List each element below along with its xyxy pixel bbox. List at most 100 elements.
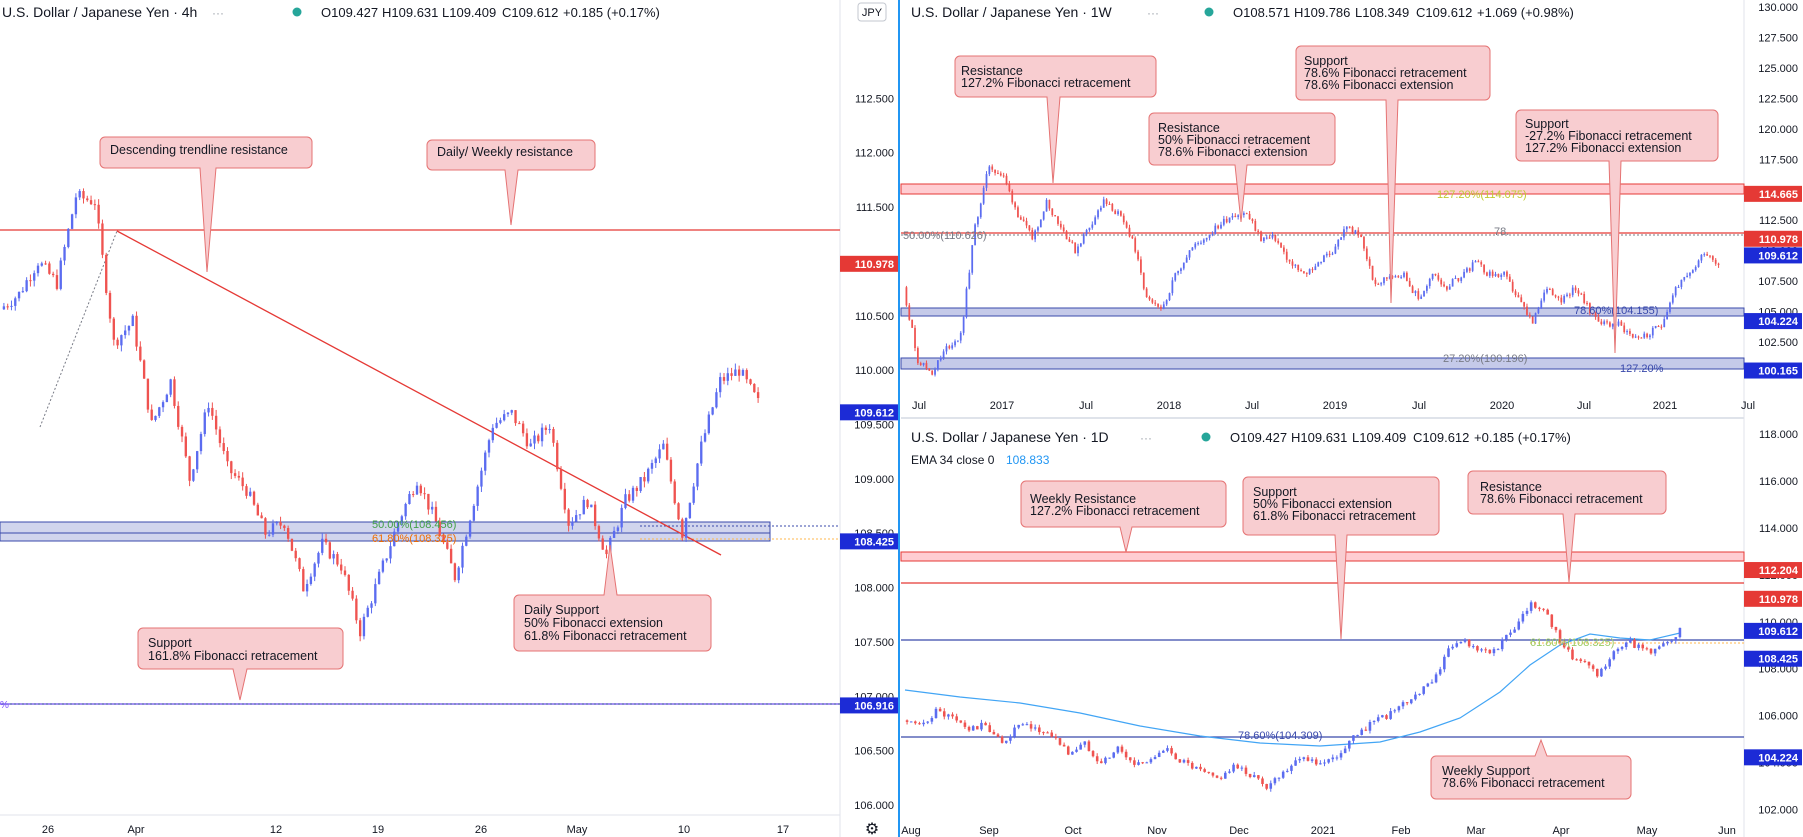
fib-label-4h-edge: % [0, 700, 9, 711]
time-axis-1d[interactable]: Aug Sep Oct Nov Dec 2021 Feb Mar Apr May Jun [901, 825, 1736, 837]
candle-body [434, 506, 438, 522]
candle-body [1257, 775, 1260, 779]
chart-panel-4h[interactable]: U.S. Dollar / Japanese Yen · 4h ··· O109… [0, 2, 898, 837]
candle-body [283, 525, 286, 529]
candle-body [905, 720, 909, 722]
candle-body [1467, 639, 1471, 647]
price-label-badge [1744, 590, 1802, 607]
candle-body [1431, 273, 1434, 279]
candle-body [1486, 272, 1488, 276]
candle-body [1017, 724, 1020, 728]
candle-body [230, 461, 233, 474]
candle-body [734, 369, 737, 376]
currency-badge[interactable] [857, 2, 887, 22]
candle-body [324, 538, 328, 543]
annotation-support-50-1d[interactable]: Support 50% Fibonacci extension 61.8% Fi… [1242, 476, 1440, 640]
candle-body [1075, 749, 1078, 752]
candle-body [624, 494, 627, 508]
annotation-descending-trendline[interactable]: Descending trendline resistance [99, 136, 313, 273]
candle-body [1376, 717, 1380, 721]
candle-body [1215, 775, 1219, 778]
chart-panel-1w[interactable]: U.S. Dollar / Japanese Yen · 1W ··· O108… [900, 2, 1802, 412]
candle-body [914, 721, 917, 724]
candle-body [506, 412, 510, 415]
annotation-resistance-50-1w[interactable]: Resistance 50% Fibonacci retracement 78.… [1148, 112, 1336, 223]
candle-body [518, 423, 521, 425]
candle-body [142, 360, 146, 379]
support-zone-4h [0, 521, 771, 542]
candle-body [1008, 183, 1011, 192]
candle-body [468, 520, 472, 537]
annotation-daily-weekly-resistance[interactable]: Daily/ Weekly resistance [426, 139, 596, 226]
time-axis-1w[interactable]: Jul 2017 Jul 2018 Jul 2019 Jul 2020 Jul 2021 Jul [912, 400, 1755, 412]
settings-gear-icon[interactable]: ⚙ [865, 821, 879, 837]
candle-body [926, 721, 930, 723]
candle-body [1274, 234, 1277, 241]
annotation-support-272-1w[interactable]: Support -27.2% Fibonacci retracement 127… [1515, 109, 1719, 354]
candle-body [10, 305, 13, 307]
candle-body [1365, 248, 1368, 260]
candle-body [1057, 216, 1059, 224]
price-axis-4h[interactable]: 112.500112.000111.500111.000110.500110.0… [840, 93, 898, 812]
time-tick: 2021 [1653, 400, 1677, 412]
time-axis-4h[interactable]: 26 Apr 12 19 26 May 10 17 [42, 824, 789, 836]
chart-panel-1d[interactable]: U.S. Dollar / Japanese Yen · 1D ··· O109… [900, 429, 1802, 837]
candle-body [1597, 316, 1600, 322]
candle-body [1686, 275, 1689, 278]
candle-body [988, 725, 992, 733]
candle-body [715, 392, 718, 408]
candle-body [571, 521, 574, 526]
time-tick: Dec [1229, 825, 1249, 837]
annotation-support-786-1w[interactable]: Support 78.6% Fibonacci retracement 78.6… [1295, 45, 1491, 304]
candle-body [665, 443, 669, 460]
candle-body [389, 546, 392, 559]
price-axis-1w[interactable]: 130.000 127.500 125.000 122.500 120.000 117.5… [1744, 2, 1802, 380]
annotation-resistance-1272-1w[interactable]: Resistance 127.2% Fibonacci retracement [954, 55, 1157, 184]
time-tick: Jul [1412, 400, 1426, 412]
price-tick: 122.500 [1758, 93, 1798, 105]
candle-body [1290, 765, 1293, 771]
price-label: 110.978 [855, 259, 894, 271]
candle-body [1348, 740, 1351, 749]
time-tick: Jul [1079, 400, 1093, 412]
candle-body [1677, 286, 1680, 288]
candle-body [1303, 271, 1305, 273]
price-tick: 111.500 [856, 202, 894, 214]
price-axis-1d[interactable]: 118.000116.000114.000112.000110.000108.0… [1744, 429, 1802, 817]
candle-body [1451, 278, 1454, 287]
candle-body [1533, 602, 1537, 608]
price-label: 108.425 [854, 536, 894, 548]
candle-body [1028, 225, 1031, 231]
candle-body [1372, 720, 1376, 723]
price-tick: 112.500 [1759, 215, 1798, 227]
candle-body [673, 481, 676, 504]
candle-body [260, 515, 263, 519]
annotation-weekly-support-1d[interactable]: Weekly Support 78.6% Fibonacci retraceme… [1430, 738, 1632, 800]
candle-body [279, 522, 282, 526]
candle-body [1537, 308, 1540, 314]
candle-body [415, 485, 419, 495]
candle-body [1662, 643, 1665, 647]
candle-body [1546, 288, 1548, 293]
candle-body [1383, 277, 1385, 284]
candle-body [1248, 213, 1251, 220]
annotation-weekly-resistance-1d[interactable]: Weekly Resistance 127.2% Fibonacci retra… [1020, 480, 1227, 553]
candle-body [457, 567, 460, 581]
candle-body [650, 463, 654, 469]
annotation-daily-support-4h[interactable]: Daily Support 50% Fibonacci extension 61… [513, 544, 712, 652]
candle-body [1468, 268, 1471, 271]
candle-body [33, 273, 36, 281]
annotation-support-1618[interactable]: Support 161.8% Fibonacci retracement [137, 627, 344, 701]
candle-body [135, 315, 138, 347]
candle-body [1180, 268, 1182, 272]
candle-body [1508, 276, 1511, 282]
price-tick: 108.000 [854, 583, 894, 595]
candle-body [1371, 265, 1374, 280]
candle-body [963, 722, 967, 727]
candle-body [1066, 746, 1070, 755]
time-tick: Nov [1147, 825, 1167, 837]
indicator-label-1d[interactable]: EMA 34 close 0 [911, 453, 995, 467]
annotation-resistance-786-1d[interactable]: Resistance 78.6% Fibonacci retracement [1467, 470, 1667, 583]
candle-body [1149, 759, 1153, 763]
candle-body [540, 427, 544, 442]
